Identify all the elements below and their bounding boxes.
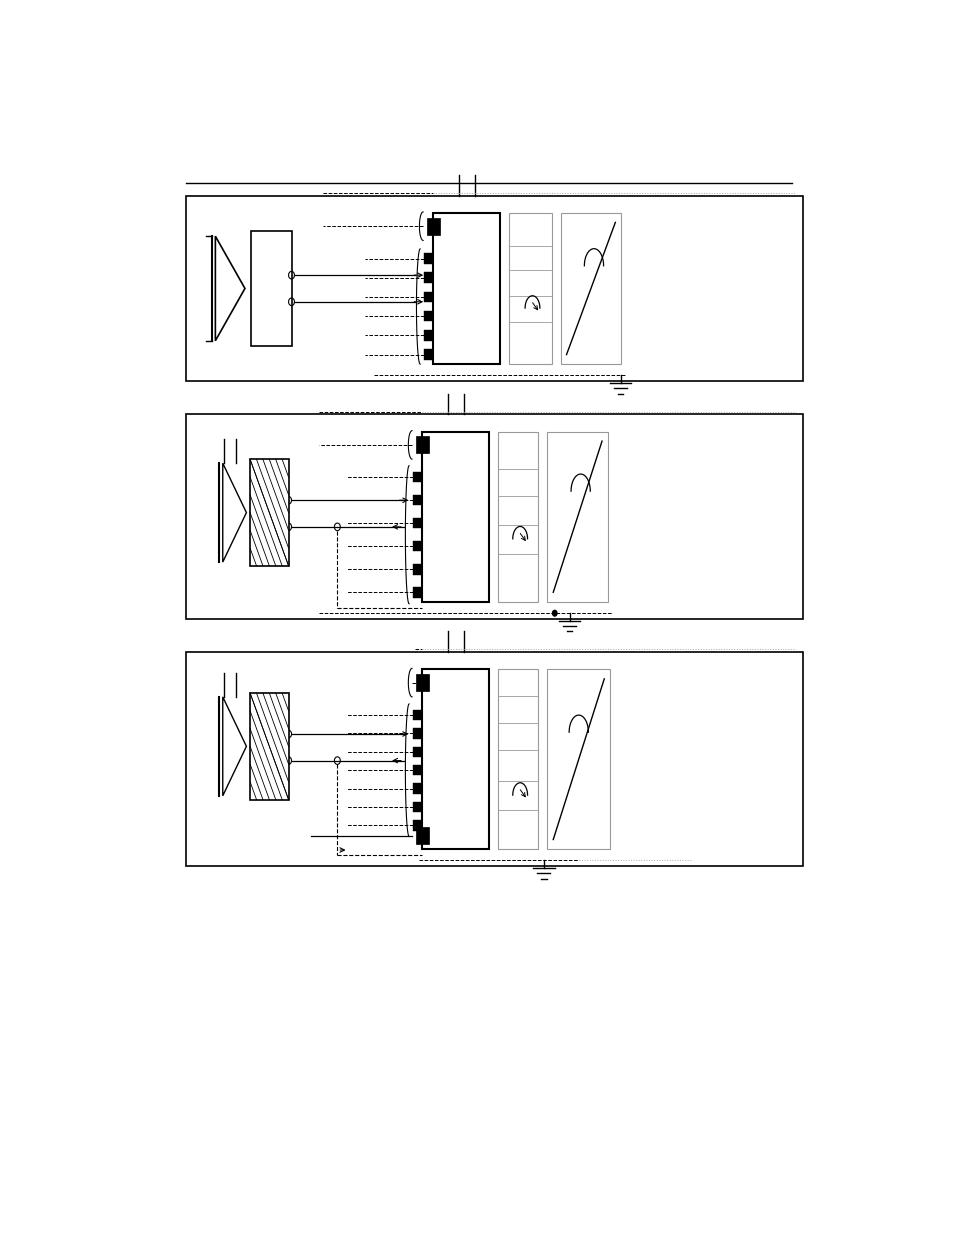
Bar [186,196,802,382]
Bar [433,212,499,364]
Circle shape [552,610,557,616]
Bar [413,820,422,830]
Polygon shape [215,236,245,341]
Bar [413,710,422,720]
Bar [413,764,422,776]
Bar [251,231,292,346]
Bar [416,436,429,453]
Bar [423,350,433,359]
Bar [426,217,439,235]
Bar [413,802,422,813]
Bar [416,674,429,692]
Bar [560,212,620,364]
Bar [413,729,422,739]
Bar [413,517,422,529]
Polygon shape [222,697,246,795]
Bar [423,273,433,283]
Bar [497,669,537,848]
Bar [423,253,433,264]
Bar [250,693,288,799]
Bar [413,783,422,794]
Bar [497,431,537,601]
Bar [422,669,488,848]
Polygon shape [222,463,246,562]
Bar [413,746,422,757]
Bar [186,652,802,866]
Bar [186,415,802,619]
Bar [413,495,422,505]
Bar [423,311,433,321]
Bar [423,291,433,303]
Bar [413,472,422,483]
Bar [413,541,422,552]
Bar [547,669,610,848]
Bar [508,212,551,364]
Bar [422,431,488,601]
Bar [413,587,422,598]
Bar [423,330,433,341]
Bar [413,564,422,574]
Bar [416,827,429,845]
Bar [250,459,288,566]
Bar [547,431,607,601]
